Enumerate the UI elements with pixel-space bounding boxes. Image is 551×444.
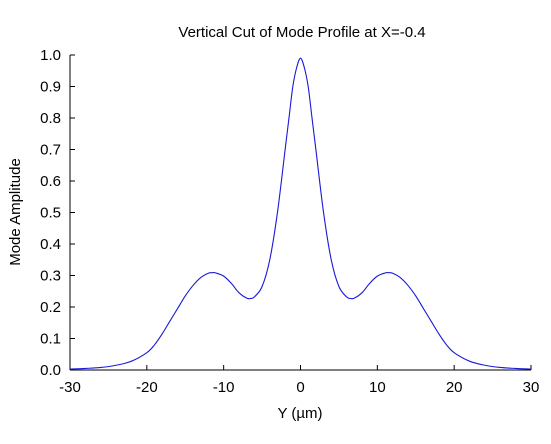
y-tick-label: 0.0	[40, 362, 61, 379]
y-tick-label: 0.2	[40, 299, 61, 316]
y-ticks: 0.0 0.1 0.2 0.3 0.4 0.5 0.6 0.7 0.8 0.9 1.0	[40, 47, 75, 379]
x-axis-label: Y (µm)	[277, 405, 322, 422]
y-tick-label: 0.6	[40, 173, 61, 190]
y-tick-label: 1.0	[40, 47, 61, 64]
y-tick-label: 0.1	[40, 331, 61, 348]
x-tick-label: 0	[296, 379, 304, 396]
x-tick-label: -10	[213, 379, 235, 396]
x-tick-label: -30	[59, 379, 81, 396]
plot-frame	[69, 55, 531, 371]
x-tick-label: -20	[136, 379, 158, 396]
x-tick-label: 20	[446, 379, 463, 396]
y-tick-label: 0.7	[40, 142, 61, 159]
y-tick-label: 0.3	[40, 268, 61, 285]
y-tick-label: 0.5	[40, 205, 61, 222]
x-ticks: -30 -20 -10 0 10 20 30	[59, 365, 539, 396]
series-line-mode-profile	[69, 57, 532, 370]
y-tick-label: 0.8	[40, 110, 61, 127]
x-tick-label: 10	[369, 379, 386, 396]
chart-title: Vertical Cut of Mode Profile at X=-0.4	[178, 24, 425, 41]
y-tick-label: 0.4	[40, 236, 61, 253]
y-axis-label: Mode Amplitude	[7, 158, 24, 266]
x-tick-label: 30	[523, 379, 540, 396]
y-tick-label: 0.9	[40, 79, 61, 96]
